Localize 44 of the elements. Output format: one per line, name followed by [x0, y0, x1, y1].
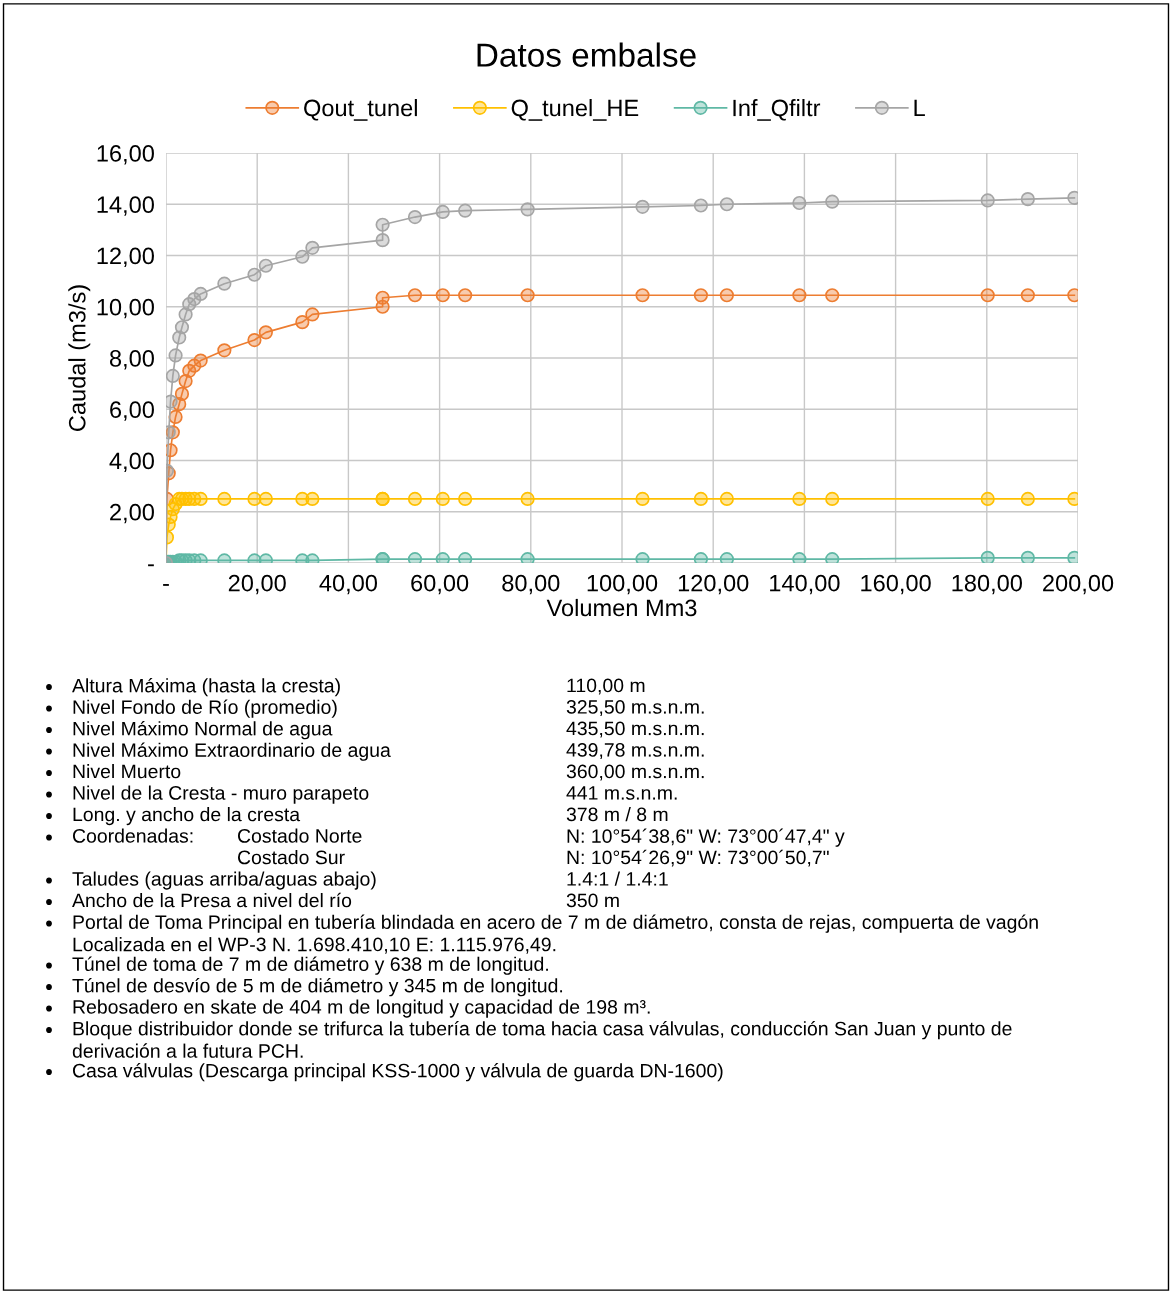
x-tick-label: 40,00	[319, 574, 378, 595]
text: Coordenadas: Costado Norte N: 10°54´38,6" W: 73°00´47,4" y	[72, 828, 845, 847]
y-tick-label: 12,00	[97, 247, 154, 268]
legend-label: L	[914, 99, 925, 117]
text: Bloque distribuidor donde se trifurca la tubería de toma hacia casa válvulas, conducción San Juan y punto de derivación a la futura PCH.	[72, 1021, 1012, 1058]
x-tick-label: -	[163, 584, 169, 586]
legend-label: Qout_tunel	[304, 99, 417, 121]
y-tick-label: 16,00	[97, 145, 154, 165]
text: Nivel de la Cresta - muro parapeto 441 m.s.n.m.	[73, 785, 677, 804]
y-tick-label: 8,00	[109, 350, 154, 370]
x-tick-label: 180,00	[952, 574, 1022, 595]
text: Portal de Toma Principal en tubería blindada en acero de 7 m de diámetro, consta de rejas, compuerta de vagón Localizada en el WP-3 N. 1.698.410,10 E: 1.115.976,49.	[73, 914, 1038, 954]
text: Nivel Máximo Extraordinario de agua 439,78 m.s.n.m.	[73, 742, 704, 761]
text: Long. y ancho de la cresta 378 m / 8 m	[73, 807, 668, 826]
y-tick-label: 10,00	[97, 298, 154, 319]
legend-label: Q_tunel_HE	[511, 99, 639, 121]
text: Túnel de desvío de 5 m de diámetro y 345 m de longitud.	[72, 978, 563, 997]
y-tick-label: 4,00	[109, 452, 154, 473]
y-tick-label: 14,00	[97, 196, 154, 216]
x-tick-label: 60,00	[411, 574, 469, 595]
legend-label: Inf_Qfiltr	[733, 99, 821, 121]
y-tick-label: -	[148, 564, 154, 567]
text: Nivel Máximo Normal de agua 435,50 m.s.n.m.	[73, 721, 704, 740]
text: Ancho de la Presa a nivel del río 350 m	[72, 892, 619, 908]
x-tick-label: 160,00	[861, 574, 931, 595]
chart-title: Datos embalse	[477, 42, 696, 67]
x-tick-label: 200,00	[1043, 574, 1114, 595]
x-axis-title: Volumen Mm3	[546, 598, 697, 617]
text: Casa válvulas (Descarga principal KSS-1000 y válvula de guarda DN-1600)	[72, 1063, 723, 1082]
text: Altura Máxima (hasta la cresta) 110,00 m	[72, 677, 645, 697]
x-tick-label: 100,00	[587, 574, 658, 595]
y-axis-title: Caudal (m3/s)	[68, 285, 91, 431]
y-tick-label: 6,00	[110, 401, 154, 421]
x-tick-label: 140,00	[770, 574, 840, 595]
text: Nivel Fondo de Río (promedio) 325,50 m.s.n.m.	[73, 699, 704, 718]
y-tick-label: 2,00	[110, 503, 154, 524]
text: Rebosadero en skate de 404 m de longitud y capacidad de 198 m³.	[73, 999, 650, 1018]
text: Nivel Muerto 360,00 m.s.n.m.	[73, 764, 704, 781]
text: Taludes (aguas arriba/aguas abajo) 1.4:1 / 1.4:1	[72, 871, 668, 890]
x-tick-label: 20,00	[228, 574, 286, 595]
x-tick-label: 80,00	[502, 574, 560, 595]
x-tick-label: 120,00	[678, 574, 749, 595]
text: Costado Sur N: 10°54´26,9" W: 73°00´50,7"	[237, 849, 829, 867]
text: Túnel de toma de 7 m de diámetro y 638 m de longitud.	[72, 956, 548, 975]
